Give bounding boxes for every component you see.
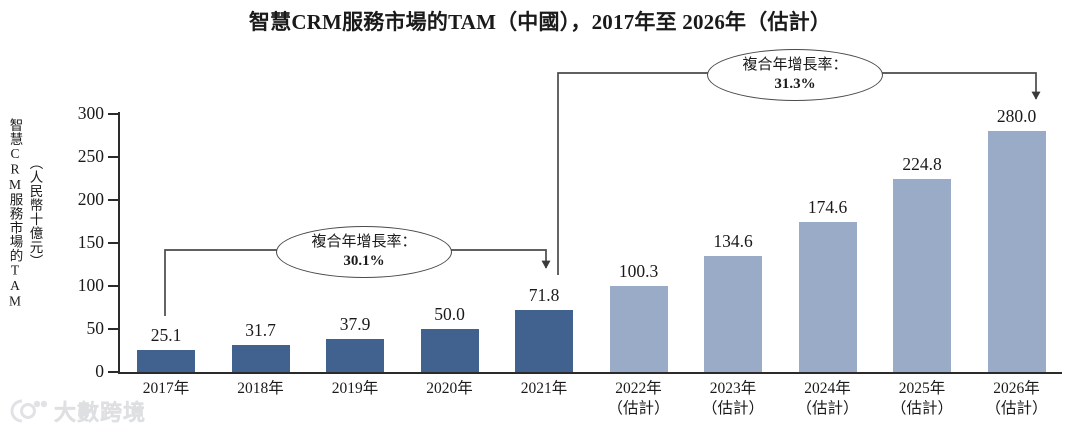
x-axis-label: 2024年 （估計） [780, 379, 876, 419]
y-axis-line [118, 112, 120, 374]
watermark-text: 大數跨境 [54, 400, 147, 425]
bar-2022 [609, 285, 668, 372]
bar-value-label: 71.8 [528, 285, 560, 306]
x-axis-label-year: 2022年 [615, 380, 662, 397]
y-tick-label: 200 [77, 189, 104, 209]
bar-2020 [420, 329, 479, 372]
cagr-callout-1: 複合年增長率： 30.1% [276, 226, 452, 278]
cagr-1-value: 30.1% [343, 253, 385, 269]
bar-2018 [231, 344, 290, 372]
y-tick-label: 0 [95, 361, 104, 381]
x-axis-label: 2021年 [496, 379, 592, 399]
bar-2017 [137, 350, 195, 372]
bar-value-label: 224.8 [902, 153, 942, 174]
y-tick-mark [108, 199, 118, 201]
bar-value-label: 50.0 [434, 304, 465, 324]
y-tick-label: 250 [77, 146, 104, 166]
x-axis-line [118, 372, 1062, 374]
x-axis-label-year: 2026年 [993, 380, 1040, 397]
x-axis-label: 2023年 （估計） [685, 379, 781, 419]
cagr-2-value: 31.3% [774, 76, 816, 92]
y-axis-label: 智慧CRM服務市場的TAM （人民幣十億元） [2, 118, 56, 378]
x-axis-label: 2026年 （估計） [969, 379, 1065, 419]
x-axis-label-estimate: （估計） [985, 399, 1048, 417]
x-axis-label: 2017年 [118, 379, 214, 399]
x-axis-label-year: 2018年 [237, 380, 284, 397]
x-axis-label: 2022年 （估計） [591, 379, 687, 419]
cagr-2-label: 複合年增長率： [742, 57, 848, 74]
bar-value-label: 174.6 [807, 196, 848, 217]
bar-2024 [798, 221, 857, 372]
x-axis-label-year: 2019年 [331, 380, 379, 397]
x-axis-label-year: 2020年 [426, 380, 473, 397]
y-tick-mark [108, 242, 118, 244]
cagr-1-leader-left [164, 249, 295, 316]
cagr-1-label: 複合年增長率： [311, 234, 417, 251]
watermark: 大數跨境 [8, 395, 146, 427]
y-tick-label: 150 [77, 232, 104, 252]
watermark-logo-icon [10, 399, 48, 423]
x-axis-label-year: 2017年 [142, 380, 190, 397]
x-axis-label-year: 2021年 [520, 380, 568, 397]
x-axis-label-estimate: （估計） [701, 399, 764, 417]
x-axis-label-year: 2023年 [709, 380, 757, 397]
x-axis-label-estimate: （估計） [607, 399, 670, 417]
bar-2019 [326, 339, 384, 372]
bar-value-label: 100.3 [618, 260, 659, 281]
bar-value-label: 25.1 [150, 325, 182, 346]
y-axis-label-line1: 智慧CRM服務市場的TAM [7, 118, 23, 309]
bar-2025 [893, 178, 951, 372]
x-axis-label-year: 2025年 [898, 380, 946, 397]
y-tick-mark [108, 328, 118, 330]
x-axis-label: 2018年 [213, 379, 309, 399]
x-axis-label: 2020年 [402, 379, 498, 399]
x-axis-label: 2019年 [307, 379, 403, 399]
x-axis-label: 2025年 （估計） [874, 379, 970, 419]
y-axis-label-line2: （人民幣十億元） [27, 156, 43, 268]
x-axis-label-year: 2024年 [804, 380, 851, 397]
x-axis-label-estimate: （估計） [890, 399, 953, 417]
y-tick-mark [108, 113, 118, 115]
bar-value-label: 31.7 [245, 319, 276, 340]
bar-2026 [987, 131, 1046, 372]
y-tick-mark [108, 285, 118, 287]
bar-value-label: 37.9 [339, 314, 371, 335]
y-tick-label: 300 [77, 103, 104, 123]
cagr-callout-2: 複合年增長率： 31.3% [707, 49, 883, 101]
y-tick-label: 50 [86, 318, 105, 338]
y-tick-mark [108, 371, 118, 373]
y-tick-label: 100 [77, 275, 104, 295]
x-axis-label-estimate: （估計） [796, 399, 859, 417]
bar-2021 [515, 310, 573, 372]
bar-value-label: 280.0 [996, 106, 1037, 127]
bar-2023 [704, 256, 762, 372]
y-tick-mark [108, 156, 118, 158]
chart-title: 智慧CRM服務市場的TAM（中國），2017年至 2026年（估計） [248, 10, 832, 34]
bar-value-label: 134.6 [713, 231, 753, 252]
cagr-2-leader-right [862, 72, 1041, 100]
